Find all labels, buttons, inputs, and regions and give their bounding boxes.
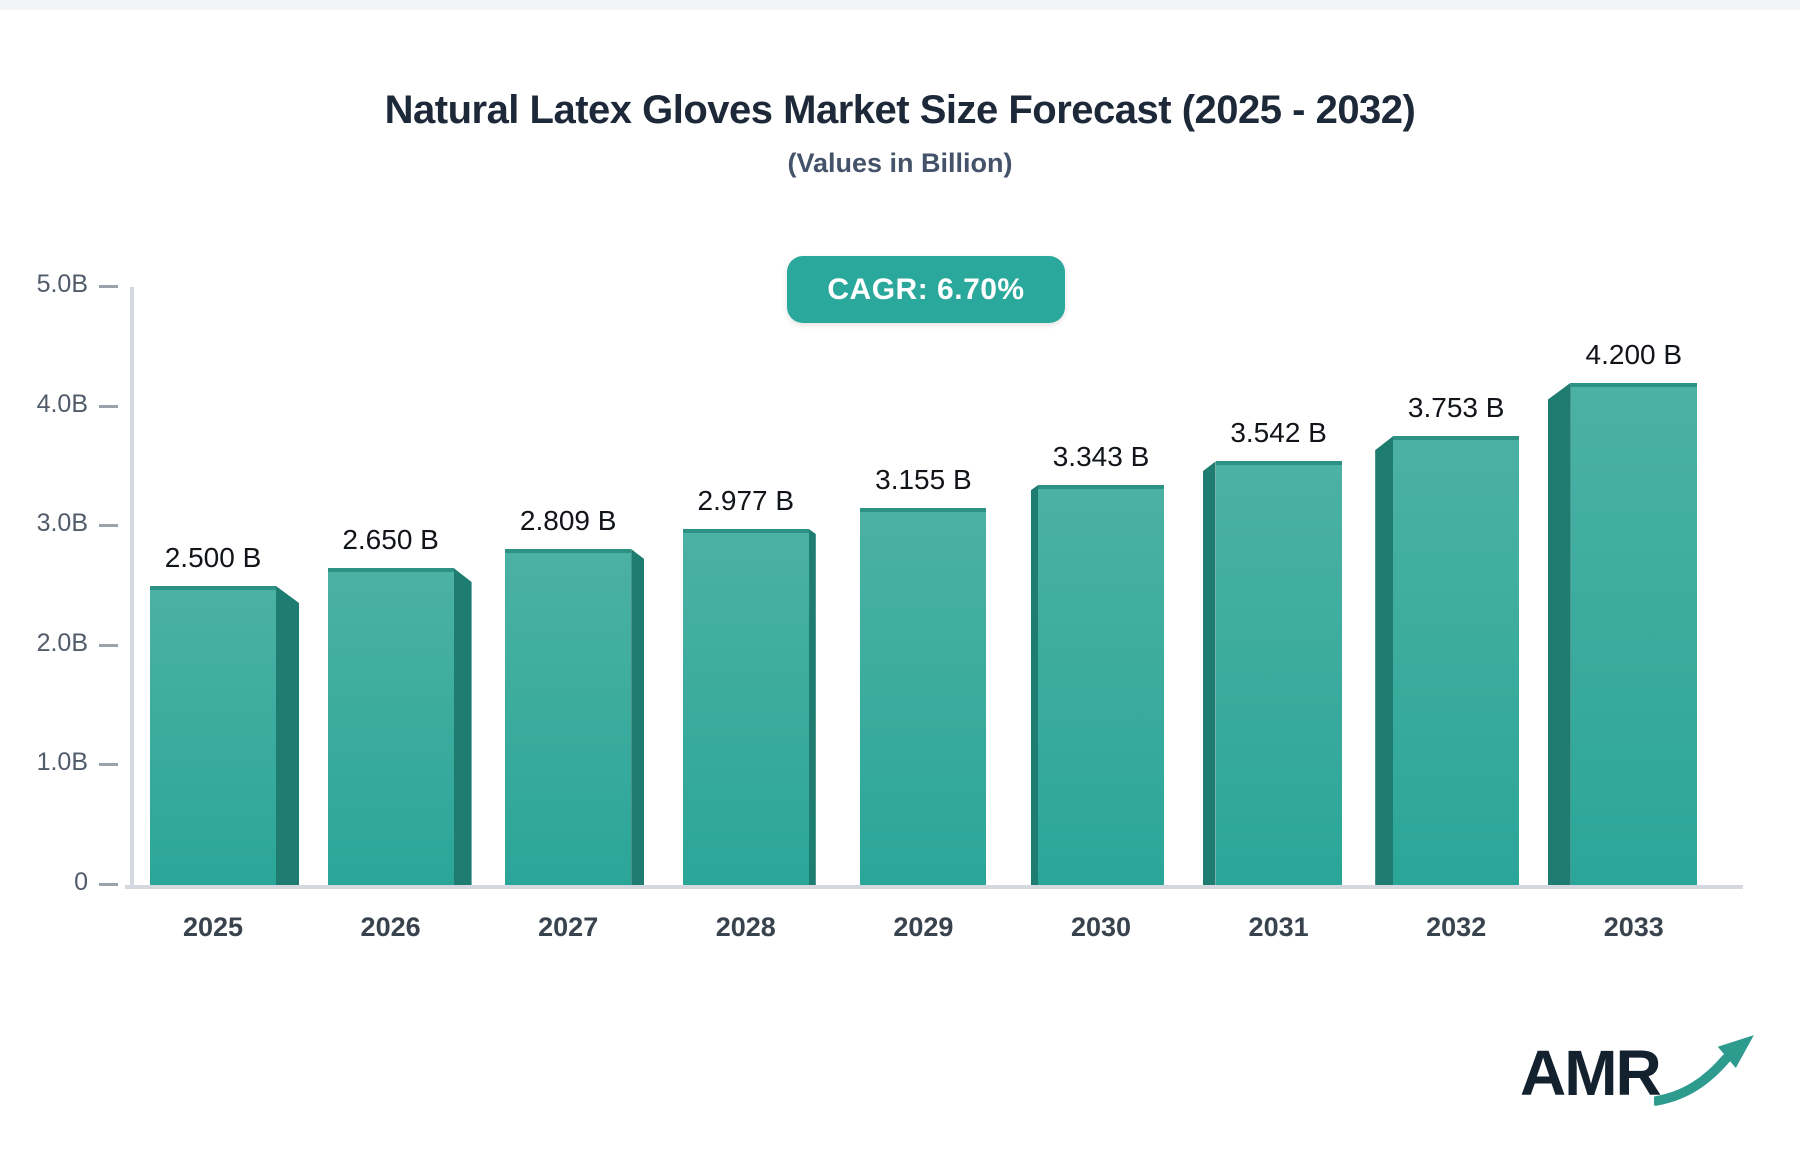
page-top-strip xyxy=(0,0,1800,10)
bar-value-label: 2.650 B xyxy=(342,524,439,556)
y-tick-label: 5.0B xyxy=(36,270,88,298)
bar-side-face xyxy=(1031,485,1038,885)
bar-side-face xyxy=(631,549,645,885)
bar-side-face xyxy=(808,528,816,885)
growth-arrow-icon xyxy=(1653,1034,1754,1106)
bar-value-label: 4.200 B xyxy=(1585,338,1683,370)
x-axis-category-label: 2028 xyxy=(715,912,776,942)
bar-value-label: 3.155 B xyxy=(875,463,972,495)
y-tick-label: 0 xyxy=(74,868,88,896)
y-tick-dash xyxy=(99,883,118,886)
bar-value-label: 2.977 B xyxy=(697,484,795,516)
bar xyxy=(505,549,632,885)
bar-value-label: 2.500 B xyxy=(164,542,262,573)
x-axis-category-label: 2029 xyxy=(893,912,954,942)
cagr-badge: CAGR: 6.70% xyxy=(787,256,1065,323)
y-tick-dash xyxy=(99,643,118,647)
bar xyxy=(327,568,454,885)
x-axis-category-label: 2030 xyxy=(1070,912,1132,942)
bar xyxy=(1570,382,1697,885)
bar-value-label: 3.542 B xyxy=(1230,417,1327,449)
bar xyxy=(1215,461,1342,885)
x-axis-category-label: 2025 xyxy=(182,912,244,942)
bar xyxy=(1393,436,1520,885)
y-tick-dash xyxy=(99,524,118,528)
bar-side-face xyxy=(453,568,472,885)
amr-logo-text: AMR xyxy=(1520,1036,1662,1109)
bar-value-label: 2.809 B xyxy=(519,505,617,537)
bar xyxy=(682,528,809,885)
bar-side-face xyxy=(1375,436,1394,885)
bar-value-label: 3.343 B xyxy=(1052,441,1150,473)
y-tick-label: 2.0B xyxy=(36,628,88,657)
bar-value-label: 3.753 B xyxy=(1407,392,1505,424)
y-tick-label: 1.0B xyxy=(36,748,88,777)
x-axis-category-label: 2027 xyxy=(538,912,599,942)
y-tick-dash xyxy=(99,285,118,288)
bar xyxy=(1038,485,1164,885)
amr-logo: AMR xyxy=(1520,1025,1760,1120)
y-tick-dash xyxy=(99,763,118,767)
x-axis-line xyxy=(125,885,1743,889)
y-axis-line xyxy=(130,287,134,889)
x-axis-category-label: 2031 xyxy=(1248,912,1309,942)
y-tick-dash xyxy=(99,404,118,408)
bar-side-face xyxy=(276,586,299,885)
y-tick-label: 4.0B xyxy=(36,389,88,418)
cagr-badge-label: CAGR: 6.70% xyxy=(827,272,1025,306)
x-axis-category-label: 2032 xyxy=(1426,912,1487,942)
chart-title: Natural Latex Gloves Market Size Forecas… xyxy=(384,88,1416,132)
bar-side-face xyxy=(1202,461,1216,885)
chart-subtitle: (Values in Billion) xyxy=(787,148,1013,178)
bar xyxy=(860,507,987,885)
y-tick-label: 3.0B xyxy=(36,509,88,538)
x-axis-category-label: 2033 xyxy=(1603,912,1664,942)
bar-side-face xyxy=(1547,382,1571,885)
bar xyxy=(150,586,276,885)
x-axis-category-label: 2026 xyxy=(360,912,421,942)
